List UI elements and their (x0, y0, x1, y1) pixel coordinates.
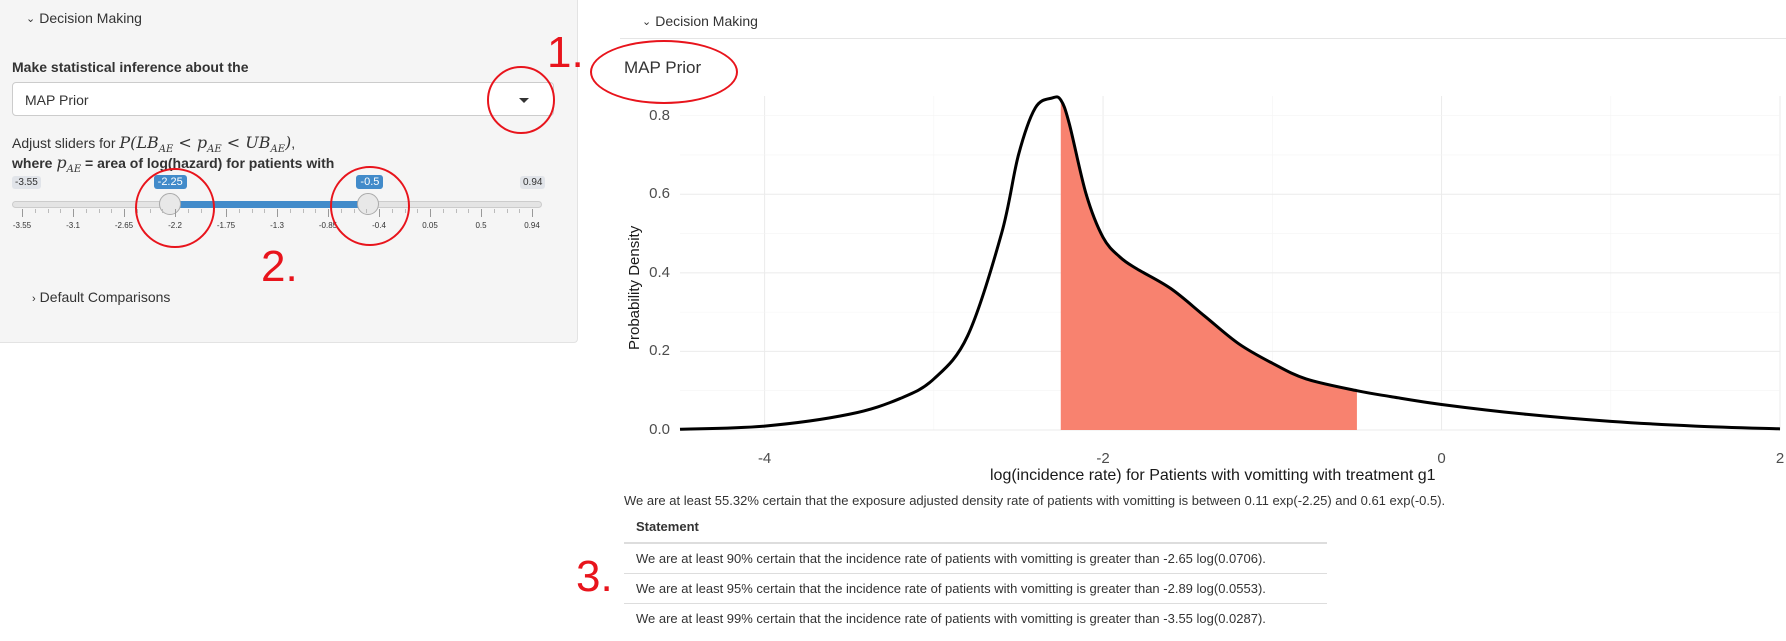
statement-table: Statement We are at least 90% certain th… (624, 513, 1327, 633)
annotation-3: 3. (576, 552, 613, 601)
slider-minor-tick (315, 209, 317, 213)
x-axis-label: log(incidence rate) for Patients with vo… (990, 467, 1436, 484)
slider-minor-tick (506, 209, 508, 213)
slider-minor-tick (85, 209, 87, 213)
slider-tick-label: -0.85 (318, 221, 338, 230)
shaded-probability-area (1060, 99, 1357, 430)
default-comparisons-label: Default Comparisons (39, 289, 171, 305)
slider-tick-label: 0.94 (524, 221, 540, 230)
annotation-circle-title (590, 40, 738, 104)
y-tick-label: 0.6 (649, 185, 670, 203)
slider-tick-label: -3.55 (12, 221, 32, 230)
select-value: MAP Prior (25, 92, 89, 108)
slider-minor-tick (468, 209, 470, 213)
slider-tick-label: -1.3 (270, 221, 284, 230)
slider-major-tick (226, 209, 227, 217)
x-tick-label: -4 (757, 450, 772, 467)
x-tick-label: 0 (1437, 450, 1446, 467)
chart-grid (680, 96, 1781, 431)
slider-major-tick (532, 209, 533, 217)
slider-selected-range[interactable] (169, 201, 369, 208)
slider-tick-label: -1.75 (216, 221, 236, 230)
slider-minor-tick (34, 209, 36, 213)
where-text: where (12, 155, 53, 171)
y-tick-label: 0.2 (649, 342, 670, 360)
x-tick-label: 2 (1775, 450, 1785, 467)
y-axis-label: Probability Density (626, 225, 643, 350)
slider-minor-tick (302, 209, 304, 213)
table-cell: We are at least 95% certain that the inc… (624, 573, 1327, 604)
table-row: We are at least 99% certain that the inc… (624, 603, 1327, 633)
annotation-circle-low-handle (135, 168, 215, 248)
table-cell: We are at least 99% certain that the inc… (624, 603, 1327, 633)
slider-minor-tick (289, 209, 291, 213)
slider-tick-label: -2.65 (114, 221, 134, 230)
annotation-2: 2. (261, 242, 298, 291)
slider-minor-tick (98, 209, 100, 213)
sidebar-panel: ⌄ Decision Making Make statistical infere… (0, 0, 578, 343)
slider-max-label: 0.94 (520, 176, 546, 189)
slider-major-tick (430, 209, 431, 217)
annotation-1: 1. (547, 28, 584, 77)
slider-min-label: -3.55 (12, 176, 41, 189)
table-row: We are at least 95% certain that the inc… (624, 573, 1327, 604)
slider-minor-tick (493, 209, 495, 213)
p-ae-symbol: pAE (56, 153, 82, 176)
slider-minor-tick (455, 209, 457, 213)
slider-major-tick (73, 209, 74, 217)
table-row: We are at least 90% certain that the inc… (624, 542, 1327, 574)
slider-minor-tick (47, 209, 49, 213)
slider-minor-tick (251, 209, 253, 213)
chevron-right-icon: › (32, 293, 36, 305)
slider-minor-tick (417, 209, 419, 213)
inference-select[interactable]: MAP Prior (12, 82, 554, 116)
main-decision-making-accordion[interactable]: ⌄ Decision Making (642, 13, 758, 29)
slider-tick-label: -3.1 (66, 221, 80, 230)
density-curve (679, 95, 1781, 431)
slider-minor-tick (442, 209, 444, 213)
slider-major-tick (124, 209, 125, 217)
default-comparisons-accordion[interactable]: › Default Comparisons (32, 289, 170, 305)
slider-minor-tick (519, 209, 521, 213)
certainty-statement: We are at least 55.32% certain that the … (624, 493, 1446, 508)
main-decision-making-label: Decision Making (655, 13, 758, 29)
slider-major-tick (277, 209, 278, 217)
chevron-down-icon: ⌄ (26, 13, 36, 25)
slider-minor-tick (264, 209, 266, 213)
chevron-down-icon: ⌄ (642, 16, 652, 28)
slider-minor-tick (238, 209, 240, 213)
statement-header: Statement (624, 513, 1327, 544)
probability-formula: P(LBAE < pAE < UBAE) (119, 133, 292, 156)
slider-major-tick (481, 209, 482, 217)
slider-major-tick (22, 209, 23, 217)
adjust-text: Adjust sliders for (12, 135, 116, 151)
annotation-circle-high-handle (330, 166, 410, 246)
slider-tick-label: 0.5 (475, 221, 487, 230)
decision-making-label: Decision Making (39, 10, 142, 26)
divider (620, 38, 1786, 39)
slider-tick-label: 0.05 (422, 221, 438, 230)
y-tick-label: 0.8 (649, 106, 670, 124)
y-tick-label: 0.4 (649, 263, 670, 281)
table-cell: We are at least 90% certain that the inc… (624, 542, 1327, 574)
decision-making-accordion[interactable]: ⌄ Decision Making (26, 10, 142, 26)
slider-major-tick (328, 209, 329, 217)
y-tick-label: 0.0 (649, 421, 670, 438)
slider-minor-tick (111, 209, 113, 213)
adjust-sliders-text: Adjust sliders for P(LBAE < pAE < UBAE), (12, 133, 296, 156)
x-tick-label: -2 (1096, 450, 1110, 467)
inference-label: Make statistical inference about the (12, 59, 249, 75)
where-rest-text: = area of log(hazard) for patients with (85, 155, 335, 171)
slider-minor-tick (60, 209, 62, 213)
annotation-circle-dropdown (487, 66, 555, 134)
where-text-line: where pAE = area of log(hazard) for pati… (12, 153, 334, 175)
